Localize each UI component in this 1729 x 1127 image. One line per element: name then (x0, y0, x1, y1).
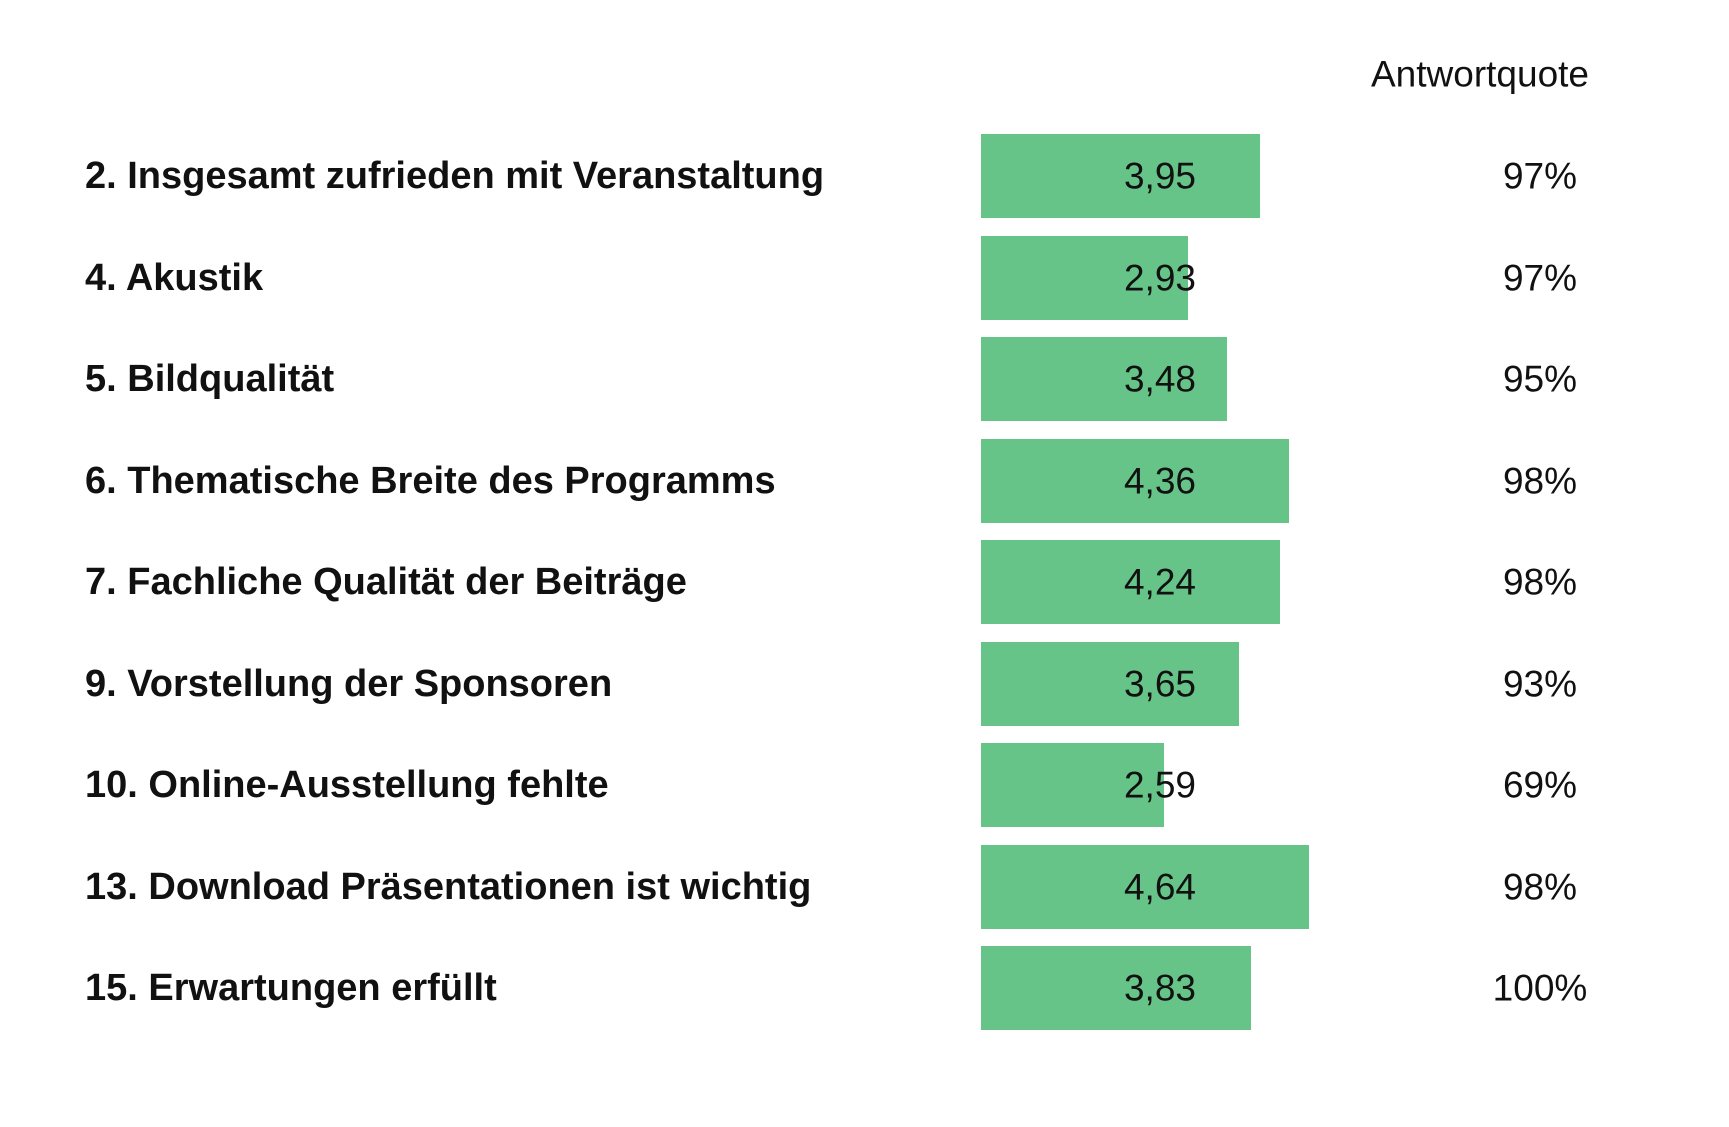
response-rate-value: 93% (1502, 663, 1578, 704)
response-rate-value: 98% (1502, 460, 1578, 501)
category-label: 10. Online-Ausstellung fehlte (85, 764, 609, 806)
value-label: 2,59 (1123, 764, 1196, 806)
category-label: 7. Fachliche Qualität der Beiträge (85, 561, 687, 603)
response-rate-value: 97% (1502, 257, 1578, 298)
response-rate-value: 98% (1502, 866, 1578, 907)
category-label: 6. Thematische Breite des Programms (85, 459, 776, 502)
category-label: 13. Download Präsentationen ist wichtig (85, 865, 812, 908)
category-label: 2. Insgesamt zufrieden mit Veranstaltung (85, 155, 825, 197)
bar (981, 540, 1281, 624)
response-rate-value: 69% (1502, 764, 1578, 806)
value-label: 4,24 (1123, 561, 1196, 603)
bar (981, 337, 1227, 421)
value-label: 4,64 (1123, 866, 1196, 907)
value-label: 3,65 (1123, 663, 1196, 704)
bar (981, 134, 1260, 218)
response-rate-value: 95% (1502, 358, 1578, 400)
value-label: 4,36 (1123, 460, 1196, 501)
value-label: 2,93 (1123, 257, 1196, 298)
response-rate-value: 98% (1502, 561, 1578, 603)
value-label: 3,95 (1123, 155, 1196, 197)
category-label: 4. Akustik (85, 256, 264, 299)
category-label: 9. Vorstellung der Sponsoren (85, 662, 613, 705)
bar (981, 946, 1252, 1030)
value-label: 3,48 (1123, 358, 1196, 400)
bar (981, 235, 1188, 320)
bar (981, 844, 1309, 929)
response-rate-value: 100% (1492, 967, 1588, 1009)
bar (981, 641, 1239, 726)
response-rate-header: Antwortquote (1370, 53, 1590, 95)
value-label: 3,83 (1123, 967, 1196, 1009)
category-label: 15. Erwartungen erfüllt (85, 967, 497, 1009)
bar (981, 438, 1289, 523)
response-rate-value: 97% (1502, 155, 1578, 197)
bar (981, 743, 1164, 827)
category-label: 5. Bildqualität (85, 358, 335, 400)
